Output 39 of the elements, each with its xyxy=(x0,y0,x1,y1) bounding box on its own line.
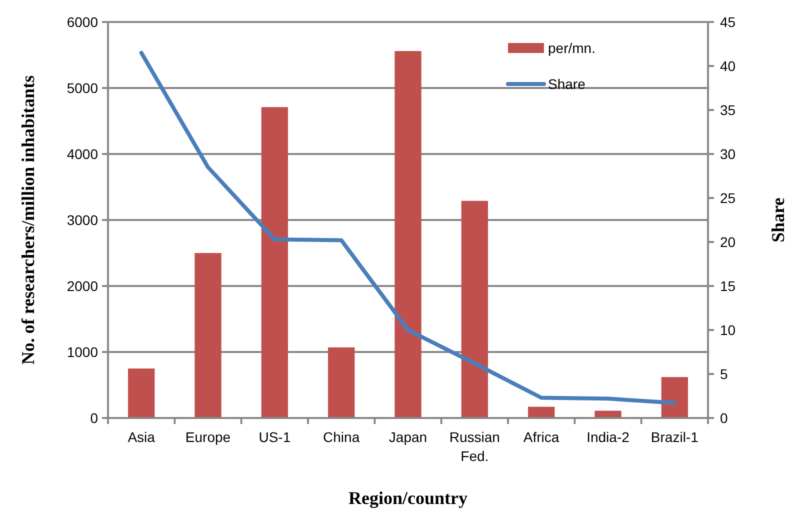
y2-tick-label: 0 xyxy=(720,410,728,426)
y2-tick-label: 15 xyxy=(720,278,736,294)
x-tick-label: Asia xyxy=(128,429,156,445)
bar xyxy=(594,410,622,418)
y-tick-label: 3000 xyxy=(66,212,98,228)
x-tick-label: Russian Fed. xyxy=(449,429,500,464)
y2-tick-label: 5 xyxy=(720,366,728,382)
x-tick-label: US-1 xyxy=(258,429,291,445)
bar xyxy=(661,377,688,418)
y-tick-label: 1000 xyxy=(66,344,98,360)
legend-label: per/mn. xyxy=(548,40,596,56)
x-tick-label: India-2 xyxy=(586,429,630,445)
x-tick-label: China xyxy=(323,429,360,445)
y-tick-label: 4000 xyxy=(66,146,98,162)
x-tick-label: Africa xyxy=(523,429,560,445)
bar xyxy=(194,253,222,418)
y-tick-label: 2000 xyxy=(66,278,98,294)
x-tick-label: Japan xyxy=(388,429,428,445)
x-axis-title: Region/country xyxy=(348,488,468,508)
bar xyxy=(461,200,488,418)
bar xyxy=(261,107,288,418)
y2-tick-label: 20 xyxy=(720,234,736,250)
y2-tick-label: 35 xyxy=(720,102,736,118)
y2-tick-label: 10 xyxy=(720,322,736,338)
y2-axis-title: Share xyxy=(768,198,788,242)
y2-tick-label: 25 xyxy=(720,190,736,206)
y2-tick-label: 40 xyxy=(720,58,736,74)
bar xyxy=(328,347,355,418)
bar xyxy=(394,51,422,418)
y-tick-label: 5000 xyxy=(66,80,98,96)
y-tick-label: 0 xyxy=(90,410,98,426)
y2-tick-label: 45 xyxy=(720,14,736,30)
y-axis-title: No. of researchers/million inhabitants xyxy=(18,75,38,365)
y2-tick-label: 30 xyxy=(720,146,736,162)
bar xyxy=(128,368,155,418)
x-tick-label: Europe xyxy=(185,429,231,445)
y-tick-label: 6000 xyxy=(66,14,98,30)
x-tick-label: Brazil-1 xyxy=(650,429,699,445)
legend-label: Share xyxy=(548,76,586,92)
